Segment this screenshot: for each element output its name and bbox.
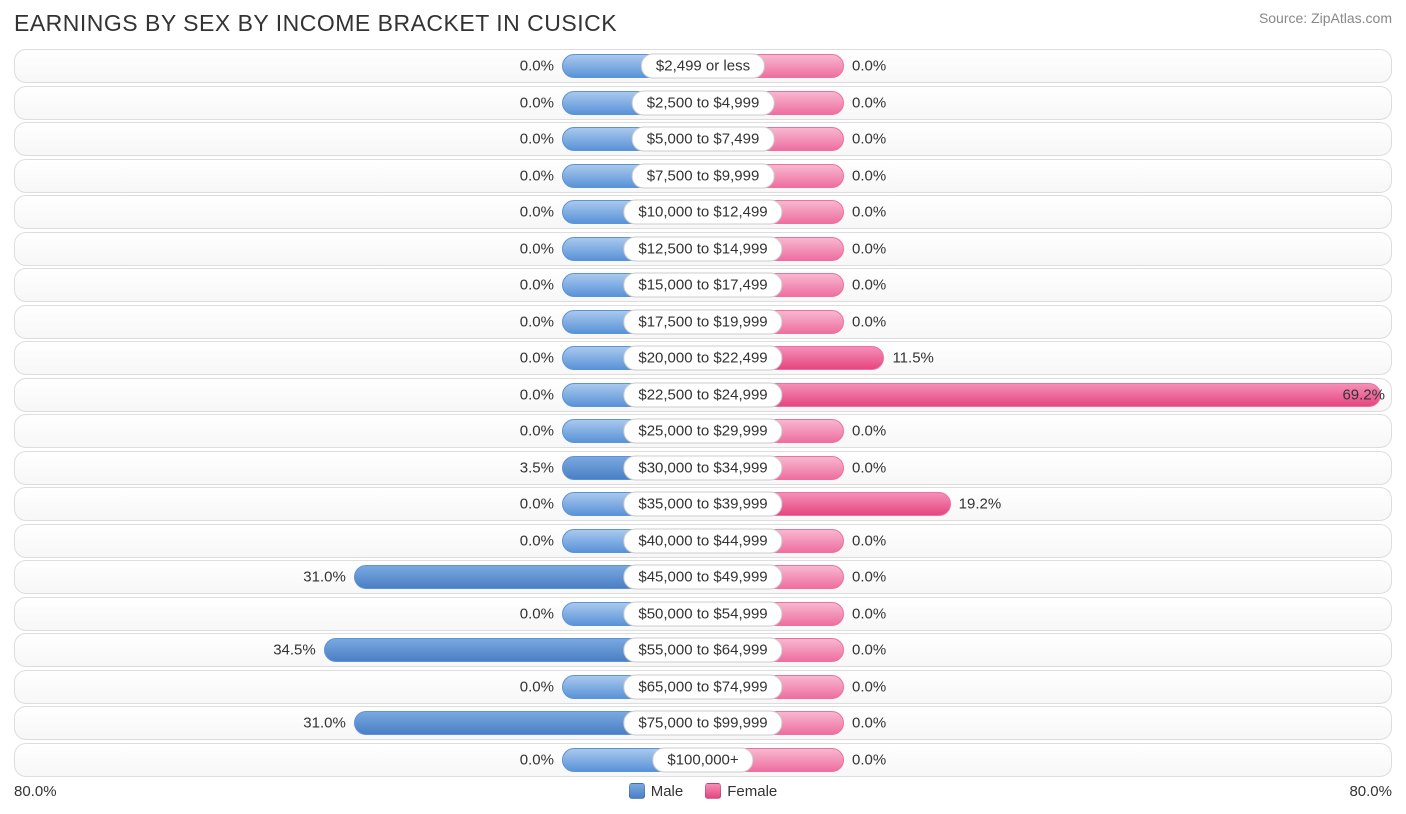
chart-row: 0.0% 0.0% $2,500 to $4,999	[14, 86, 1392, 120]
legend-male: Male	[629, 783, 684, 800]
male-pct-label: 3.5%	[520, 459, 554, 476]
bracket-label: $7,500 to $9,999	[632, 163, 775, 188]
chart-row: 0.0% 0.0% $17,500 to $19,999	[14, 305, 1392, 339]
male-pct-label: 0.0%	[520, 423, 554, 440]
chart-row: 0.0% 0.0% $50,000 to $54,999	[14, 597, 1392, 631]
male-pct-label: 0.0%	[520, 204, 554, 221]
chart-row: 0.0% 0.0% $25,000 to $29,999	[14, 414, 1392, 448]
chart-row: 0.0% 69.2% $22,500 to $24,999	[14, 378, 1392, 412]
chart-row: 0.0% 0.0% $10,000 to $12,499	[14, 195, 1392, 229]
female-pct-label: 19.2%	[959, 496, 1002, 513]
male-pct-label: 0.0%	[520, 751, 554, 768]
axis-max-right: 80.0%	[1349, 783, 1392, 800]
bracket-label: $15,000 to $17,499	[623, 273, 782, 298]
female-pct-label: 0.0%	[852, 167, 886, 184]
chart-row: 0.0% 0.0% $100,000+	[14, 743, 1392, 777]
male-pct-label: 0.0%	[520, 678, 554, 695]
chart-row: 0.0% 0.0% $5,000 to $7,499	[14, 122, 1392, 156]
male-swatch-icon	[629, 783, 645, 799]
bracket-label: $2,499 or less	[641, 54, 765, 79]
chart-row: 31.0% 0.0% $45,000 to $49,999	[14, 560, 1392, 594]
female-pct-label: 0.0%	[852, 642, 886, 659]
chart-row: 3.5% 0.0% $30,000 to $34,999	[14, 451, 1392, 485]
bracket-label: $40,000 to $44,999	[623, 528, 782, 553]
legend-female-label: Female	[727, 783, 777, 800]
male-pct-label: 0.0%	[520, 94, 554, 111]
chart-row: 0.0% 19.2% $35,000 to $39,999	[14, 487, 1392, 521]
bracket-label: $75,000 to $99,999	[623, 711, 782, 736]
chart-row: 31.0% 0.0% $75,000 to $99,999	[14, 706, 1392, 740]
male-pct-label: 0.0%	[520, 386, 554, 403]
bracket-label: $55,000 to $64,999	[623, 638, 782, 663]
male-pct-label: 0.0%	[520, 277, 554, 294]
legend-female: Female	[705, 783, 777, 800]
bracket-label: $22,500 to $24,999	[623, 382, 782, 407]
female-pct-label: 11.5%	[892, 350, 933, 367]
female-bar	[703, 383, 1381, 407]
male-pct-label: 0.0%	[520, 167, 554, 184]
bracket-label: $30,000 to $34,999	[623, 455, 782, 480]
female-pct-label: 0.0%	[852, 313, 886, 330]
female-pct-label: 0.0%	[852, 277, 886, 294]
female-pct-label: 0.0%	[852, 715, 886, 732]
diverging-bar-chart: 0.0% 0.0% $2,499 or less 0.0% 0.0% $2,500 to …	[14, 49, 1392, 777]
chart-header: EARNINGS BY SEX BY INCOME BRACKET IN CUS…	[14, 10, 1392, 37]
male-pct-label: 0.0%	[520, 496, 554, 513]
axis-max-left: 80.0%	[14, 783, 57, 800]
female-pct-label: 69.2%	[1342, 386, 1385, 403]
male-pct-label: 0.0%	[520, 313, 554, 330]
bracket-label: $50,000 to $54,999	[623, 601, 782, 626]
chart-row: 34.5% 0.0% $55,000 to $64,999	[14, 633, 1392, 667]
chart-row: 0.0% 11.5% $20,000 to $22,499	[14, 341, 1392, 375]
chart-title: EARNINGS BY SEX BY INCOME BRACKET IN CUS…	[14, 10, 617, 37]
female-pct-label: 0.0%	[852, 678, 886, 695]
female-pct-label: 0.0%	[852, 532, 886, 549]
bracket-label: $20,000 to $22,499	[623, 346, 782, 371]
bracket-label: $12,500 to $14,999	[623, 236, 782, 261]
chart-row: 0.0% 0.0% $12,500 to $14,999	[14, 232, 1392, 266]
chart-row: 0.0% 0.0% $65,000 to $74,999	[14, 670, 1392, 704]
bracket-label: $5,000 to $7,499	[632, 127, 775, 152]
bracket-label: $25,000 to $29,999	[623, 419, 782, 444]
male-pct-label: 0.0%	[520, 532, 554, 549]
male-pct-label: 31.0%	[303, 569, 346, 586]
female-pct-label: 0.0%	[852, 605, 886, 622]
female-pct-label: 0.0%	[852, 751, 886, 768]
male-pct-label: 31.0%	[303, 715, 346, 732]
chart-source: Source: ZipAtlas.com	[1259, 10, 1392, 26]
bracket-label: $2,500 to $4,999	[632, 90, 775, 115]
bracket-label: $45,000 to $49,999	[623, 565, 782, 590]
legend: Male Female	[629, 783, 778, 800]
bracket-label: $10,000 to $12,499	[623, 200, 782, 225]
legend-male-label: Male	[651, 783, 684, 800]
bracket-label: $100,000+	[652, 747, 753, 772]
chart-row: 0.0% 0.0% $15,000 to $17,499	[14, 268, 1392, 302]
female-swatch-icon	[705, 783, 721, 799]
female-pct-label: 0.0%	[852, 131, 886, 148]
chart-row: 0.0% 0.0% $40,000 to $44,999	[14, 524, 1392, 558]
male-pct-label: 0.0%	[520, 605, 554, 622]
bracket-label: $17,500 to $19,999	[623, 309, 782, 334]
female-pct-label: 0.0%	[852, 204, 886, 221]
bracket-label: $35,000 to $39,999	[623, 492, 782, 517]
male-pct-label: 0.0%	[520, 240, 554, 257]
chart-footer: 80.0% Male Female 80.0%	[14, 783, 1392, 800]
female-pct-label: 0.0%	[852, 459, 886, 476]
female-pct-label: 0.0%	[852, 58, 886, 75]
female-pct-label: 0.0%	[852, 240, 886, 257]
male-pct-label: 0.0%	[520, 350, 554, 367]
male-pct-label: 0.0%	[520, 58, 554, 75]
chart-row: 0.0% 0.0% $7,500 to $9,999	[14, 159, 1392, 193]
female-pct-label: 0.0%	[852, 569, 886, 586]
bracket-label: $65,000 to $74,999	[623, 674, 782, 699]
male-pct-label: 0.0%	[520, 131, 554, 148]
chart-row: 0.0% 0.0% $2,499 or less	[14, 49, 1392, 83]
female-pct-label: 0.0%	[852, 423, 886, 440]
female-pct-label: 0.0%	[852, 94, 886, 111]
male-pct-label: 34.5%	[273, 642, 316, 659]
